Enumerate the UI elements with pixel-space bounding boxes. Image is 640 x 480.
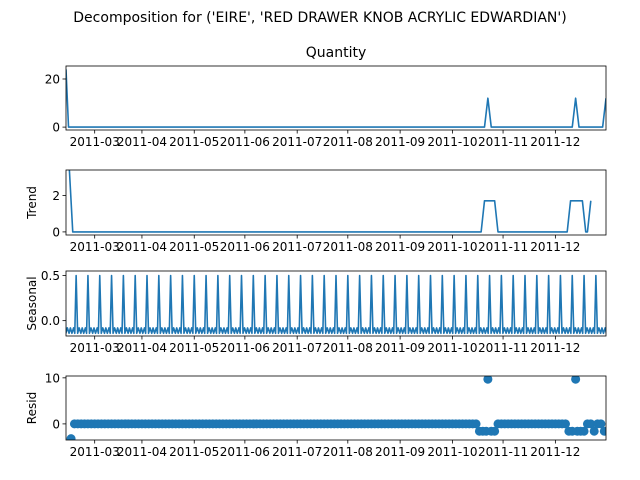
y-tick-label: 2 bbox=[52, 189, 60, 203]
x-tick-label: 2011-12 bbox=[530, 135, 580, 149]
y-axis-label: Resid bbox=[25, 392, 39, 424]
x-tick-label: 2011-10 bbox=[427, 135, 477, 149]
x-tick-label: 2011-11 bbox=[478, 445, 528, 459]
resid-point bbox=[589, 426, 599, 436]
y-tick-label: 0 bbox=[52, 121, 60, 135]
x-tick-label: 2011-10 bbox=[427, 445, 477, 459]
resid-point bbox=[561, 419, 570, 429]
x-tick-label: 2011-06 bbox=[220, 135, 270, 149]
x-tick-label: 2011-03 bbox=[70, 341, 120, 355]
x-tick-label: 2011-03 bbox=[70, 240, 120, 254]
observed-axes-frame bbox=[65, 65, 607, 131]
resid-point bbox=[66, 434, 76, 440]
x-tick-label: 2011-06 bbox=[220, 445, 270, 459]
resid-axes-frame bbox=[65, 375, 607, 441]
seasonal-axes-frame bbox=[65, 270, 607, 337]
resid-point bbox=[599, 426, 606, 436]
resid-points bbox=[66, 376, 606, 440]
trend-line bbox=[68, 170, 592, 233]
resid-point bbox=[483, 376, 493, 384]
x-tick-label: 2011-10 bbox=[427, 341, 477, 355]
trend-axes-frame bbox=[65, 169, 607, 236]
x-tick-label: 2011-11 bbox=[478, 135, 528, 149]
resid-point bbox=[579, 426, 589, 436]
panel-title: Quantity bbox=[306, 45, 367, 61]
x-tick-label: 2011-07 bbox=[272, 240, 322, 254]
x-tick-label: 2011-05 bbox=[169, 135, 219, 149]
y-tick-label: 0 bbox=[52, 225, 60, 239]
y-tick-label: 0.5 bbox=[41, 269, 60, 283]
x-tick-label: 2011-08 bbox=[323, 445, 373, 459]
x-tick-label: 2011-10 bbox=[427, 240, 477, 254]
resid-point bbox=[490, 426, 500, 436]
x-tick-label: 2011-12 bbox=[530, 341, 580, 355]
seasonal-line bbox=[66, 274, 606, 335]
x-tick-label: 2011-06 bbox=[220, 341, 270, 355]
x-tick-label: 2011-03 bbox=[70, 445, 120, 459]
x-tick-label: 2011-07 bbox=[272, 445, 322, 459]
x-tick-label: 2011-06 bbox=[220, 240, 270, 254]
x-tick-label: 2011-07 bbox=[272, 135, 322, 149]
x-tick-label: 2011-09 bbox=[375, 240, 425, 254]
x-tick-label: 2011-08 bbox=[323, 341, 373, 355]
x-tick-label: 2011-04 bbox=[117, 445, 167, 459]
y-axis-label: Seasonal bbox=[25, 276, 39, 330]
x-tick-label: 2011-05 bbox=[169, 445, 219, 459]
y-tick-label: 20 bbox=[45, 72, 60, 86]
x-tick-label: 2011-08 bbox=[323, 240, 373, 254]
x-tick-label: 2011-04 bbox=[117, 240, 167, 254]
x-tick-label: 2011-12 bbox=[530, 240, 580, 254]
x-tick-label: 2011-03 bbox=[70, 135, 120, 149]
y-tick-label: 10 bbox=[45, 371, 60, 385]
resid-point bbox=[571, 376, 581, 384]
y-tick-label: 0.0 bbox=[41, 314, 60, 328]
x-tick-label: 2011-11 bbox=[478, 341, 528, 355]
x-tick-label: 2011-05 bbox=[169, 240, 219, 254]
x-tick-label: 2011-07 bbox=[272, 341, 322, 355]
resid-point bbox=[586, 419, 596, 429]
x-tick-label: 2011-05 bbox=[169, 341, 219, 355]
x-tick-label: 2011-09 bbox=[375, 135, 425, 149]
y-axis-label: Trend bbox=[25, 186, 39, 220]
x-tick-label: 2011-08 bbox=[323, 135, 373, 149]
resid-point bbox=[471, 419, 481, 429]
x-tick-label: 2011-11 bbox=[478, 240, 528, 254]
figure-suptitle: Decomposition for ('EIRE', 'RED DRAWER K… bbox=[73, 10, 566, 26]
x-tick-label: 2011-09 bbox=[375, 445, 425, 459]
resid-point bbox=[596, 419, 606, 429]
y-tick-label: 0 bbox=[52, 417, 60, 431]
x-tick-label: 2011-09 bbox=[375, 341, 425, 355]
x-tick-label: 2011-04 bbox=[117, 341, 167, 355]
x-tick-label: 2011-12 bbox=[530, 445, 580, 459]
observed-line bbox=[66, 69, 606, 128]
x-tick-label: 2011-04 bbox=[117, 135, 167, 149]
